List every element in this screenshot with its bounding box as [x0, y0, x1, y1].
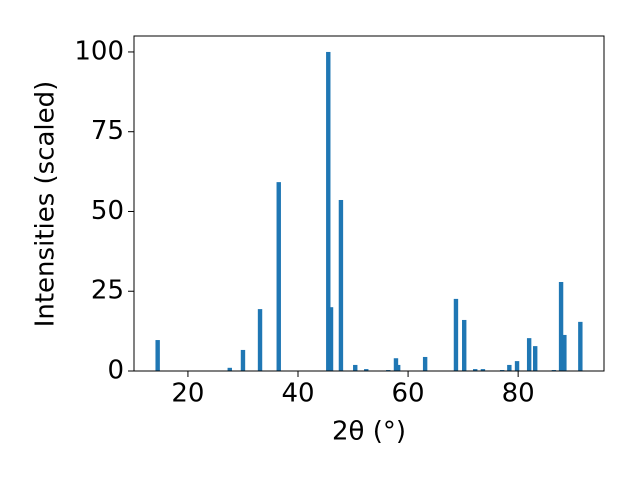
plot-frame — [133, 35, 605, 372]
y-tick-label: 0 — [107, 356, 124, 386]
y-tick-label: 75 — [91, 116, 124, 146]
bar — [578, 321, 583, 371]
y-tick-label: 25 — [91, 276, 124, 306]
x-tick-label: 60 — [392, 379, 425, 409]
bar — [453, 298, 459, 371]
bar — [558, 281, 564, 371]
bar — [514, 361, 520, 371]
bar — [326, 51, 331, 371]
bar — [562, 334, 567, 371]
bar — [364, 369, 369, 371]
bar — [526, 338, 532, 371]
x-tick-label: 40 — [281, 379, 314, 409]
bar — [353, 364, 358, 371]
y-tick-label: 100 — [74, 36, 124, 66]
x-tick-label: 80 — [502, 379, 535, 409]
bar — [257, 309, 263, 371]
x-tick-label: 20 — [171, 379, 204, 409]
bar — [240, 349, 246, 371]
bar — [462, 319, 467, 371]
bar — [328, 307, 334, 371]
bar — [507, 364, 512, 371]
y-axis-label: Intensities (scaled) — [31, 81, 61, 328]
bar — [533, 346, 538, 371]
bar — [155, 340, 160, 371]
bar — [276, 182, 281, 371]
x-axis-label: 2θ (°) — [332, 417, 406, 447]
y-tick-label: 50 — [91, 196, 124, 226]
bar — [395, 364, 401, 371]
bar — [393, 358, 399, 371]
bar — [422, 356, 428, 371]
bar — [338, 199, 344, 371]
bar — [480, 369, 486, 371]
bar — [227, 367, 232, 371]
bar — [473, 369, 478, 371]
